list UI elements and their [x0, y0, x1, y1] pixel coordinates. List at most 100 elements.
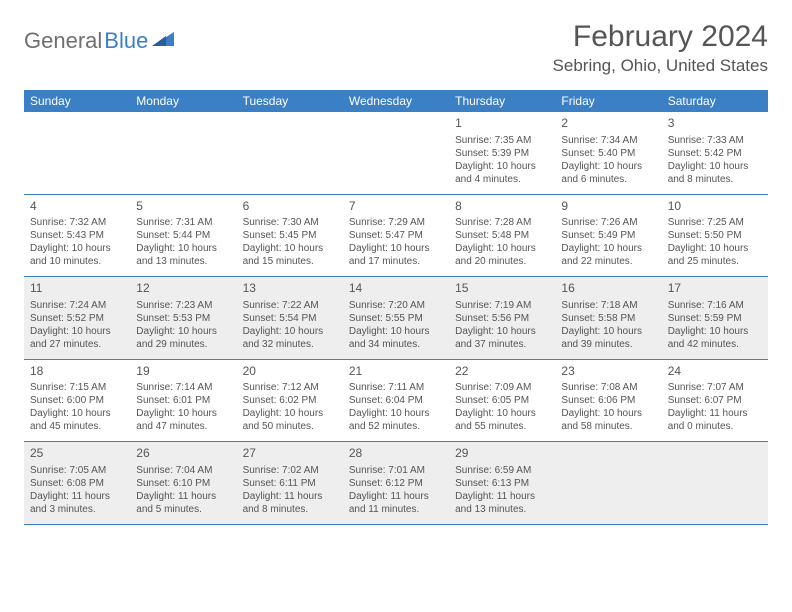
logo-text-2: Blue	[104, 28, 148, 54]
calendar-cell: 9Sunrise: 7:26 AMSunset: 5:49 PMDaylight…	[555, 194, 661, 277]
calendar-cell: 25Sunrise: 7:05 AMSunset: 6:08 PMDayligh…	[24, 442, 130, 525]
sunrise-text: Sunrise: 7:34 AM	[561, 134, 655, 147]
sunset-text: Sunset: 5:52 PM	[30, 312, 124, 325]
sunrise-text: Sunrise: 7:01 AM	[349, 464, 443, 477]
sunset-text: Sunset: 5:43 PM	[30, 229, 124, 242]
sunset-text: Sunset: 5:40 PM	[561, 147, 655, 160]
weekday-wednesday: Wednesday	[343, 90, 449, 112]
calendar-cell: 12Sunrise: 7:23 AMSunset: 5:53 PMDayligh…	[130, 277, 236, 360]
sunrise-text: Sunrise: 7:22 AM	[243, 299, 337, 312]
sunset-text: Sunset: 5:45 PM	[243, 229, 337, 242]
daylight-text: Daylight: 11 hours and 3 minutes.	[30, 490, 124, 516]
day-number: 9	[561, 199, 655, 215]
daylight-text: Daylight: 10 hours and 13 minutes.	[136, 242, 230, 268]
calendar-cell: 3Sunrise: 7:33 AMSunset: 5:42 PMDaylight…	[662, 112, 768, 194]
calendar-cell	[662, 442, 768, 525]
weekday-sunday: Sunday	[24, 90, 130, 112]
weekday-friday: Friday	[555, 90, 661, 112]
calendar-cell: 18Sunrise: 7:15 AMSunset: 6:00 PMDayligh…	[24, 359, 130, 442]
sunrise-text: Sunrise: 7:05 AM	[30, 464, 124, 477]
sunrise-text: Sunrise: 7:23 AM	[136, 299, 230, 312]
calendar-cell	[130, 112, 236, 194]
calendar-cell: 24Sunrise: 7:07 AMSunset: 6:07 PMDayligh…	[662, 359, 768, 442]
daylight-text: Daylight: 10 hours and 15 minutes.	[243, 242, 337, 268]
logo-triangle-icon	[152, 32, 174, 51]
sunset-text: Sunset: 5:58 PM	[561, 312, 655, 325]
sunrise-text: Sunrise: 7:20 AM	[349, 299, 443, 312]
calendar-cell	[343, 112, 449, 194]
sunrise-text: Sunrise: 7:33 AM	[668, 134, 762, 147]
daylight-text: Daylight: 10 hours and 55 minutes.	[455, 407, 549, 433]
sunset-text: Sunset: 5:49 PM	[561, 229, 655, 242]
calendar-cell: 5Sunrise: 7:31 AMSunset: 5:44 PMDaylight…	[130, 194, 236, 277]
sunrise-text: Sunrise: 7:08 AM	[561, 381, 655, 394]
sunrise-text: Sunrise: 7:28 AM	[455, 216, 549, 229]
daylight-text: Daylight: 11 hours and 0 minutes.	[668, 407, 762, 433]
sunrise-text: Sunrise: 7:19 AM	[455, 299, 549, 312]
sunrise-text: Sunrise: 7:12 AM	[243, 381, 337, 394]
day-number: 3	[668, 116, 762, 132]
calendar-cell: 6Sunrise: 7:30 AMSunset: 5:45 PMDaylight…	[237, 194, 343, 277]
sunrise-text: Sunrise: 7:18 AM	[561, 299, 655, 312]
calendar-cell: 11Sunrise: 7:24 AMSunset: 5:52 PMDayligh…	[24, 277, 130, 360]
day-number: 19	[136, 364, 230, 380]
sunset-text: Sunset: 6:06 PM	[561, 394, 655, 407]
sunrise-text: Sunrise: 7:35 AM	[455, 134, 549, 147]
calendar-table: Sunday Monday Tuesday Wednesday Thursday…	[24, 90, 768, 525]
daylight-text: Daylight: 10 hours and 20 minutes.	[455, 242, 549, 268]
calendar-cell: 16Sunrise: 7:18 AMSunset: 5:58 PMDayligh…	[555, 277, 661, 360]
daylight-text: Daylight: 11 hours and 8 minutes.	[243, 490, 337, 516]
day-number: 21	[349, 364, 443, 380]
day-number: 14	[349, 281, 443, 297]
daylight-text: Daylight: 10 hours and 34 minutes.	[349, 325, 443, 351]
calendar-cell: 26Sunrise: 7:04 AMSunset: 6:10 PMDayligh…	[130, 442, 236, 525]
sunrise-text: Sunrise: 7:11 AM	[349, 381, 443, 394]
day-number: 27	[243, 446, 337, 462]
day-number: 1	[455, 116, 549, 132]
sunrise-text: Sunrise: 7:30 AM	[243, 216, 337, 229]
day-number: 29	[455, 446, 549, 462]
day-number: 13	[243, 281, 337, 297]
sunrise-text: Sunrise: 7:16 AM	[668, 299, 762, 312]
location-text: Sebring, Ohio, United States	[553, 56, 768, 76]
weekday-monday: Monday	[130, 90, 236, 112]
calendar-row: 18Sunrise: 7:15 AMSunset: 6:00 PMDayligh…	[24, 359, 768, 442]
sunset-text: Sunset: 6:05 PM	[455, 394, 549, 407]
sunset-text: Sunset: 6:00 PM	[30, 394, 124, 407]
day-number: 17	[668, 281, 762, 297]
day-number: 4	[30, 199, 124, 215]
daylight-text: Daylight: 10 hours and 32 minutes.	[243, 325, 337, 351]
calendar-cell: 20Sunrise: 7:12 AMSunset: 6:02 PMDayligh…	[237, 359, 343, 442]
calendar-cell: 14 Sunrise: 7:20 AMSunset: 5:55 PMDayligh…	[343, 277, 449, 360]
day-number: 23	[561, 364, 655, 380]
daylight-text: Daylight: 10 hours and 17 minutes.	[349, 242, 443, 268]
day-number: 20	[243, 364, 337, 380]
sunset-text: Sunset: 5:55 PM	[349, 312, 443, 325]
daylight-text: Daylight: 11 hours and 5 minutes.	[136, 490, 230, 516]
day-number: 6	[243, 199, 337, 215]
calendar-row: 4Sunrise: 7:32 AMSunset: 5:43 PMDaylight…	[24, 194, 768, 277]
sunset-text: Sunset: 6:02 PM	[243, 394, 337, 407]
header: GeneralBlue February 2024 Sebring, Ohio,…	[24, 20, 768, 76]
calendar-row: 25Sunrise: 7:05 AMSunset: 6:08 PMDayligh…	[24, 442, 768, 525]
sunset-text: Sunset: 5:54 PM	[243, 312, 337, 325]
daylight-text: Daylight: 10 hours and 42 minutes.	[668, 325, 762, 351]
daylight-text: Daylight: 10 hours and 39 minutes.	[561, 325, 655, 351]
daylight-text: Daylight: 11 hours and 13 minutes.	[455, 490, 549, 516]
daylight-text: Daylight: 10 hours and 52 minutes.	[349, 407, 443, 433]
calendar-cell	[237, 112, 343, 194]
weekday-header-row: Sunday Monday Tuesday Wednesday Thursday…	[24, 90, 768, 112]
sunset-text: Sunset: 6:08 PM	[30, 477, 124, 490]
daylight-text: Daylight: 10 hours and 4 minutes.	[455, 160, 549, 186]
day-number: 10	[668, 199, 762, 215]
weekday-tuesday: Tuesday	[237, 90, 343, 112]
day-number: 11	[30, 281, 124, 297]
day-number: 12	[136, 281, 230, 297]
daylight-text: Daylight: 10 hours and 27 minutes.	[30, 325, 124, 351]
calendar-cell: 17Sunrise: 7:16 AMSunset: 5:59 PMDayligh…	[662, 277, 768, 360]
calendar-cell: 2Sunrise: 7:34 AMSunset: 5:40 PMDaylight…	[555, 112, 661, 194]
sunset-text: Sunset: 6:10 PM	[136, 477, 230, 490]
sunrise-text: Sunrise: 7:15 AM	[30, 381, 124, 394]
logo: GeneralBlue	[24, 28, 174, 54]
sunset-text: Sunset: 6:07 PM	[668, 394, 762, 407]
